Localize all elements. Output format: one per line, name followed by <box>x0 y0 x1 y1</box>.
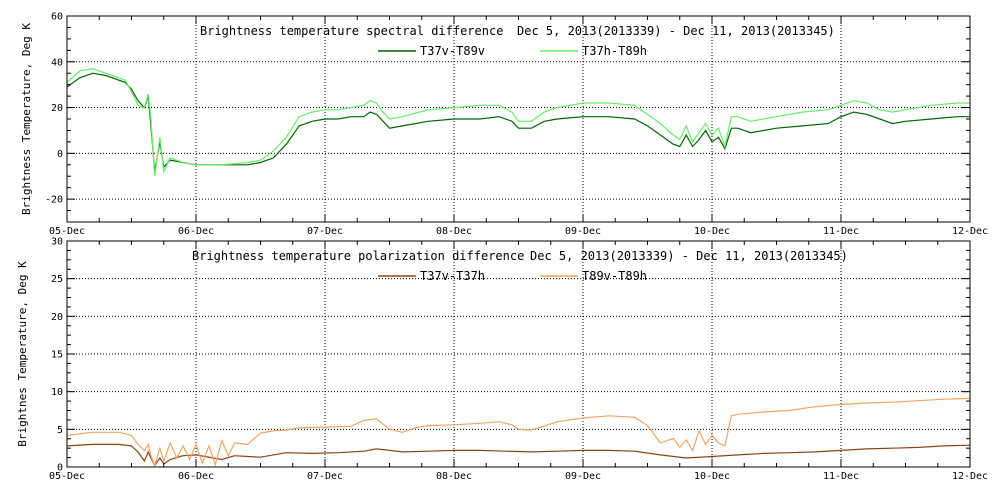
x-tick-label: 11-Dec <box>823 471 859 482</box>
chart-panel-1: -20 0 20 40 60 05-Dec 06-Dec 07-Dec 08-Dec 09-Dec… <box>20 12 988 238</box>
x-tick-label: 10-Dec <box>694 471 730 482</box>
y-tick-label: -20 <box>45 195 63 206</box>
y-tick-label: 60 <box>51 12 63 23</box>
x-tick-label: 07-Dec <box>307 471 343 482</box>
x-tick-label: 07-Dec <box>307 226 343 237</box>
legend-label-2: T37h-T89h <box>582 44 647 58</box>
y-axis-label: Brightnes Temperature, Deg K <box>16 261 29 447</box>
y-tick-label: 5 <box>57 425 63 436</box>
x-tick-label: 05-Dec <box>49 471 85 482</box>
series-line-1 <box>66 72 970 172</box>
legend-label-2: T89v-T89h <box>582 269 647 283</box>
y-tick-label: 25 <box>51 274 63 285</box>
y-tick-label: 0 <box>57 149 63 160</box>
chart-panel-2: 0 5 10 15 20 25 30 05-Dec 06-Dec 07-Dec 08-Dec 09-D… <box>16 237 988 483</box>
y-tick-label: 15 <box>51 350 63 361</box>
x-tick-label: 09-Dec <box>565 471 601 482</box>
x-tick-label: 06-Dec <box>178 226 214 237</box>
x-tick-label: 11-Dec <box>823 226 859 237</box>
x-tick-label: 12-Dec <box>952 226 988 237</box>
y-tick-label: 20 <box>51 312 63 323</box>
x-tick-label: 09-Dec <box>565 226 601 237</box>
x-tick-label: 12-Dec <box>952 471 988 482</box>
y-tick-label: 30 <box>51 237 63 248</box>
x-tick-label: 10-Dec <box>694 226 730 237</box>
chart-title: Brightness temperature polarization diff… <box>192 249 524 263</box>
chart-date-range: Dec 5, 2013(2013339) - Dec 11, 2013(2013… <box>530 249 848 263</box>
y-tick-label: 0 <box>57 463 63 474</box>
y-axis-label: Brightness Temperature, Deg K <box>20 23 33 215</box>
legend-label-1: T37v-T89v <box>420 44 485 58</box>
chart-date-range: Dec 5, 2013(2013339) - Dec 11, 2013(2013… <box>517 24 835 38</box>
legend-label-1: T37v-T37h <box>420 269 485 283</box>
y-tick-label: 10 <box>51 387 63 398</box>
chart-title: Brightness temperature spectral differen… <box>200 24 503 38</box>
series-line-2 <box>66 67 970 177</box>
x-tick-label: 06-Dec <box>178 471 214 482</box>
series-line-2 <box>66 397 971 468</box>
y-tick-label: 40 <box>51 57 63 68</box>
y-tick-label: 20 <box>51 103 63 114</box>
plot-frame <box>66 15 971 223</box>
x-tick-label: 08-Dec <box>436 471 472 482</box>
x-tick-label: 05-Dec <box>49 226 85 237</box>
x-tick-label: 08-Dec <box>436 226 472 237</box>
